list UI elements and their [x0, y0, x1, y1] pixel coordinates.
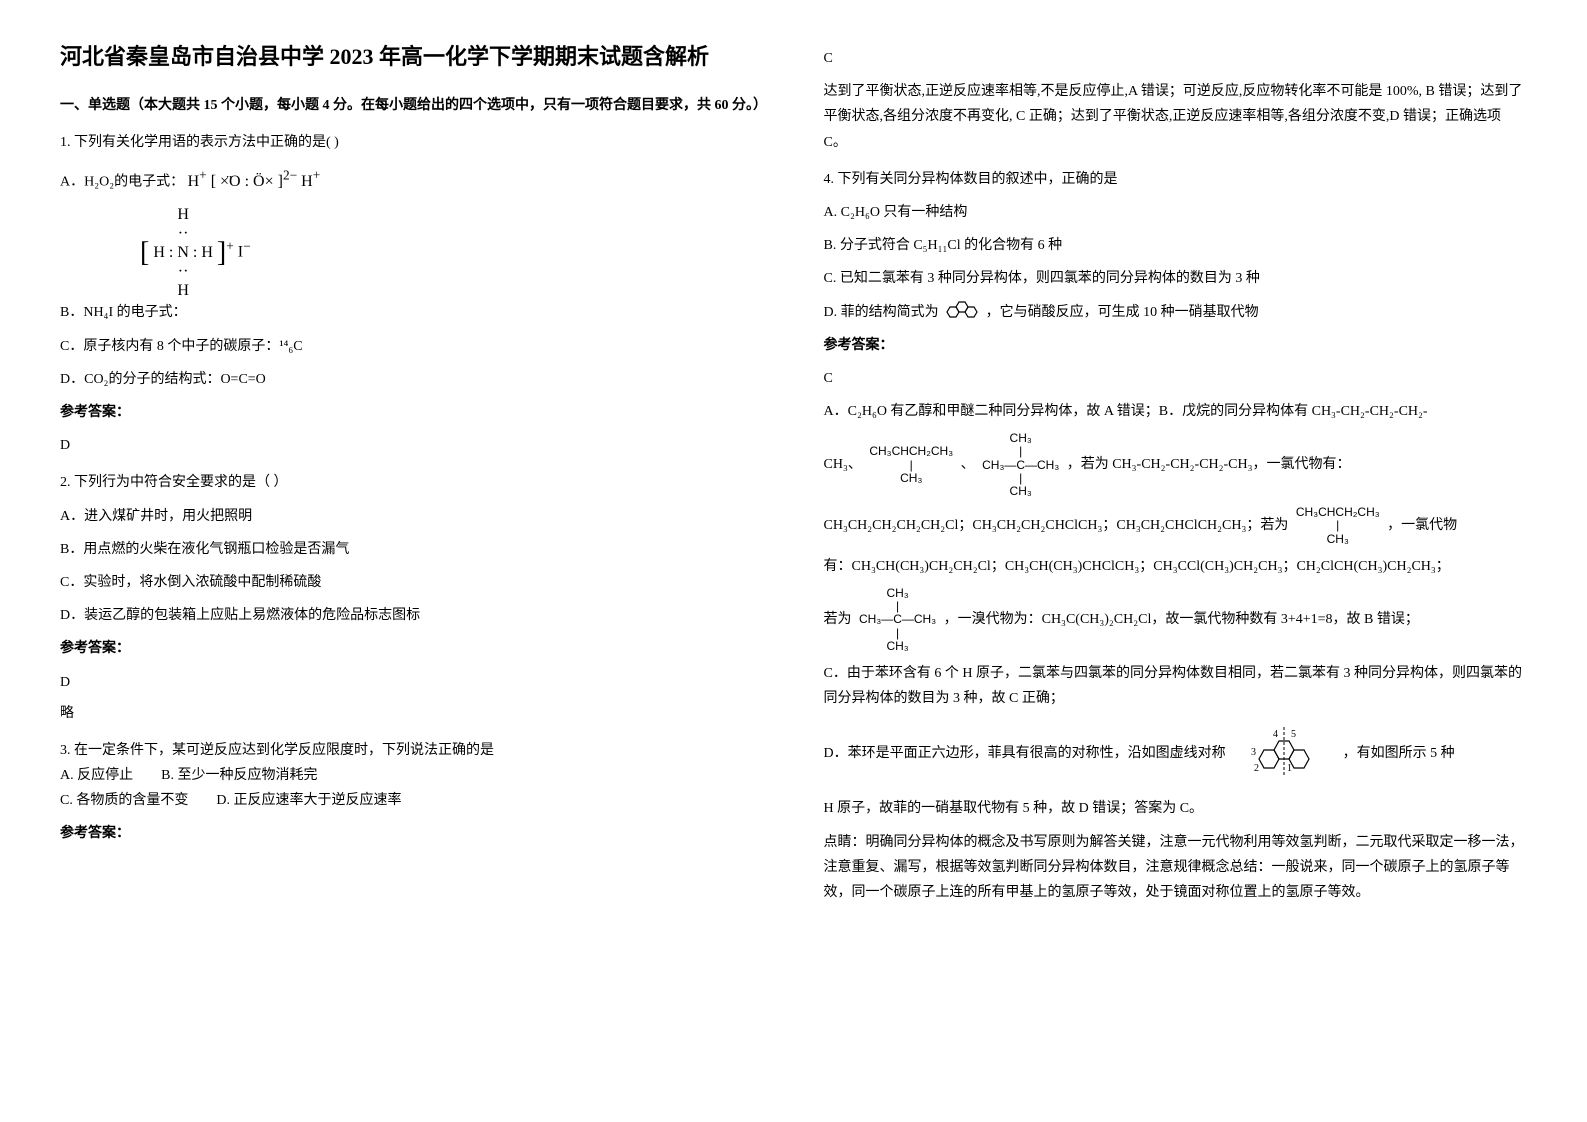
q1-answer: D — [60, 433, 764, 458]
q1-optA-prefix: A．H₂O₂的电子式： — [60, 175, 184, 190]
q1-option-d: D．CO₂的分子的结构式：O=C=O — [60, 367, 764, 392]
q2-option-b: B．用点燃的火柴在液化气钢瓶口检验是否漏气 — [60, 537, 764, 562]
q3-options-row2: C. 各物质的含量不变 D. 正反应速率大于逆反应速率 — [60, 788, 764, 813]
q4-exp-a2-suffix: ，若为 CH₃-CH₂-CH₂-CH₂-CH₃，一氯代物有： — [1067, 457, 1351, 472]
q2-option-d: D．装运乙醇的包装箱上应贴上易燃液体的危险品标志图标 — [60, 603, 764, 628]
q1-optA-formula: H+ [ ×̈O : Ö× ]2− H+ — [188, 173, 321, 190]
q4-answer-label: 参考答案： — [824, 333, 1528, 358]
q3-stem: 3. 在一定条件下，某可逆反应达到化学反应限度时，下列说法正确的是 — [60, 738, 764, 763]
document-title: 河北省秦皇岛市自治县中学 2023 年高一化学下学期期末试题含解析 — [60, 40, 764, 73]
phenanthrene-symmetry-diagram: 1 2 3 4 5 — [1249, 719, 1339, 788]
q2-note: 略 — [60, 701, 764, 726]
q4-exp-a2-mid: 、 — [961, 457, 975, 472]
q2-option-a: A．进入煤矿井时，用火把照明 — [60, 504, 764, 529]
q3-option-d: D. 正反应速率大于逆反应速率 — [216, 793, 401, 808]
q2-stem: 2. 下列行为中符合安全要求的是（ ） — [60, 470, 764, 495]
q4-exp-b3: 若为 CH₃ | CH₃—C—CH₃ | CH₃ ，一溴代物为：CH₃C(CH₃… — [824, 587, 1528, 653]
q4-exp-b1: CH₃CH₂CH₂CH₂CH₂Cl；CH₃CH₂CH₂CHClCH₃；CH₃CH… — [824, 506, 1528, 546]
q2-answer: D — [60, 670, 764, 695]
q4-option-a: A. C₂H₆O 只有一种结构 — [824, 200, 1528, 225]
q4-exp-d-suffix: ，有如图所示 5 种 — [1343, 746, 1455, 761]
label-1: 1 — [1287, 763, 1292, 774]
q4-exp-d2: H 原子，故菲的一硝基取代物有 5 种，故 D 错误；答案为 C。 — [824, 796, 1528, 821]
q4-exp-d-prefix: D．苯环是平面正六边形，菲具有很高的对称性，沿如图虚线对称 — [824, 746, 1226, 761]
left-column: 河北省秦皇岛市自治县中学 2023 年高一化学下学期期末试题含解析 一、单选题（… — [60, 40, 764, 917]
question-1: 1. 下列有关化学用语的表示方法中正确的是( ) A．H₂O₂的电子式： H+ … — [60, 130, 764, 458]
q3-option-b: B. 至少一种反应物消耗完 — [161, 768, 317, 783]
q4-exp-a2-prefix: CH₃、 — [824, 457, 862, 472]
q4-stem: 4. 下列有关同分异构体数目的叙述中，正确的是 — [824, 167, 1528, 192]
q4-exp-b3-suffix: ，一溴代物为：CH₃C(CH₃)₂CH₂Cl，故一氯代物种数有 3+4+1=8，… — [944, 612, 1419, 627]
q2-option-c: C．实验时，将水倒入浓硫酸中配制稀硫酸 — [60, 570, 764, 595]
q1-option-a: A．H₂O₂的电子式： H+ [ ×̈O : Ö× ]2− H+ — [60, 163, 764, 196]
q4-exp-b2: 有：CH₃CH(CH₃)CH₂CH₂Cl；CH₃CH(CH₃)CHClCH₃；C… — [824, 554, 1528, 579]
q4-exp-a2: CH₃、 CH₃CHCH₂CH₃ | CH₃ 、 CH₃ | CH₃—C—CH₃… — [824, 432, 1528, 498]
q3-answer: C — [824, 46, 1528, 71]
q3-answer-label: 参考答案： — [60, 821, 764, 846]
q4-optD-prefix: D. 菲的结构简式为 — [824, 305, 939, 320]
section-header: 一、单选题（本大题共 15 个小题，每小题 4 分。在每小题给出的四个选项中，只… — [60, 93, 764, 118]
struct-isopentane: CH₃CHCH₂CH₃ | CH₃ — [869, 445, 953, 485]
q4-option-b: B. 分子式符合 C₅H₁₁Cl 的化合物有 6 种 — [824, 233, 1528, 258]
q3-option-a: A. 反应停止 — [60, 768, 133, 783]
q3-options-row1: A. 反应停止 B. 至少一种反应物消耗完 — [60, 763, 764, 788]
q4-exp-d: D．苯环是平面正六边形，菲具有很高的对称性，沿如图虚线对称 1 2 3 4 5 … — [824, 719, 1528, 788]
right-column: C 达到了平衡状态,正逆反应速率相等,不是反应停止,A 错误；可逆反应,反应物转… — [824, 40, 1528, 917]
label-3: 3 — [1251, 747, 1256, 758]
q4-exp-a: A．C₂H₆O 有乙醇和甲醚二种同分异构体，故 A 错误；B．戊烷的同分异构体有… — [824, 399, 1528, 424]
q4-point: 点睛：明确同分异构体的概念及书写原则为解答关键，注意一元代物利用等效氢判断，二元… — [824, 830, 1528, 906]
struct-neopentane-2: CH₃ | CH₃—C—CH₃ | CH₃ — [859, 587, 936, 653]
q4-option-d: D. 菲的结构简式为 ，它与硝酸反应，可生成 10 种一硝基取代物 — [824, 300, 1528, 325]
q3-explanation: 达到了平衡状态,正逆反应速率相等,不是反应停止,A 错误；可逆反应,反应物转化率… — [824, 79, 1528, 155]
question-2: 2. 下列行为中符合安全要求的是（ ） A．进入煤矿井时，用火把照明 B．用点燃… — [60, 470, 764, 726]
phenanthrene-icon — [942, 305, 986, 320]
q1-option-c: C．原子核内有 8 个中子的碳原子：¹⁴₆C — [60, 334, 764, 359]
q1-option-b: [ H ·· H : N : H ·· H ]+ I− B．NH₄I 的电子式： — [60, 205, 764, 326]
q1-optB-formula: [ H ·· H : N : H ·· H ]+ I− — [140, 205, 764, 301]
q4-exp-b3-prefix: 若为 — [824, 612, 852, 627]
q3-option-c: C. 各物质的含量不变 — [60, 793, 188, 808]
label-5: 5 — [1291, 729, 1296, 740]
label-4: 4 — [1273, 729, 1278, 740]
question-3: 3. 在一定条件下，某可逆反应达到化学反应限度时，下列说法正确的是 A. 反应停… — [60, 738, 764, 847]
q1-optB-prefix: B．NH₄I 的电子式： — [60, 305, 187, 320]
q4-option-c: C. 已知二氯苯有 3 种同分异构体，则四氯苯的同分异构体的数目为 3 种 — [824, 266, 1528, 291]
q1-answer-label: 参考答案： — [60, 400, 764, 425]
q2-answer-label: 参考答案： — [60, 636, 764, 661]
question-4: 4. 下列有关同分异构体数目的叙述中，正确的是 A. C₂H₆O 只有一种结构 … — [824, 167, 1528, 905]
q1-stem: 1. 下列有关化学用语的表示方法中正确的是( ) — [60, 130, 764, 155]
struct-neopentane: CH₃ | CH₃—C—CH₃ | CH₃ — [982, 432, 1059, 498]
struct-isopentane-2: CH₃CHCH₂CH₃ | CH₃ — [1296, 506, 1380, 546]
q4-exp-c: C．由于苯环含有 6 个 H 原子，二氯苯与四氯苯的同分异构体数目相同，若二氯苯… — [824, 661, 1528, 711]
label-2: 2 — [1254, 763, 1259, 774]
q4-answer: C — [824, 366, 1528, 391]
q4-optD-suffix: ，它与硝酸反应，可生成 10 种一硝基取代物 — [986, 305, 1259, 320]
